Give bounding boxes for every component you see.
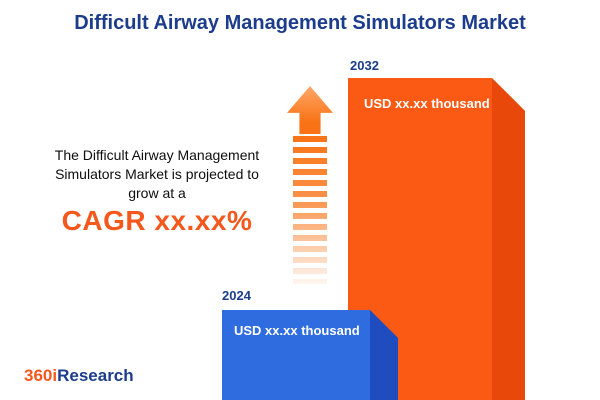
description-line-2: Simulators Market is projected to [55, 166, 259, 182]
brand-logo: 360iResearch [24, 366, 134, 386]
market-description: The Difficult Airway Management Simulato… [18, 146, 296, 236]
bar-2024-year-label: 2024 [222, 288, 251, 303]
bar-2032-value-label: USD xx.xx thousand [364, 96, 490, 111]
bar-2032-year-label: 2032 [350, 58, 379, 73]
bar-2024-front [222, 310, 370, 400]
brand-logo-suffix: Research [57, 366, 134, 385]
cagr-value: CAGR xx.xx% [61, 205, 253, 236]
description-line-3: grow at a [128, 185, 186, 201]
growth-arrow-stripes [293, 136, 327, 284]
growth-arrow-icon [287, 86, 333, 134]
description-line-1: The Difficult Airway Management [54, 147, 260, 163]
page-title: Difficult Airway Management Simulators M… [74, 12, 526, 34]
bar-2032-side [492, 78, 525, 400]
bar-2024-value-label: USD xx.xx thousand [234, 323, 360, 338]
brand-logo-prefix: 360i [24, 366, 58, 385]
